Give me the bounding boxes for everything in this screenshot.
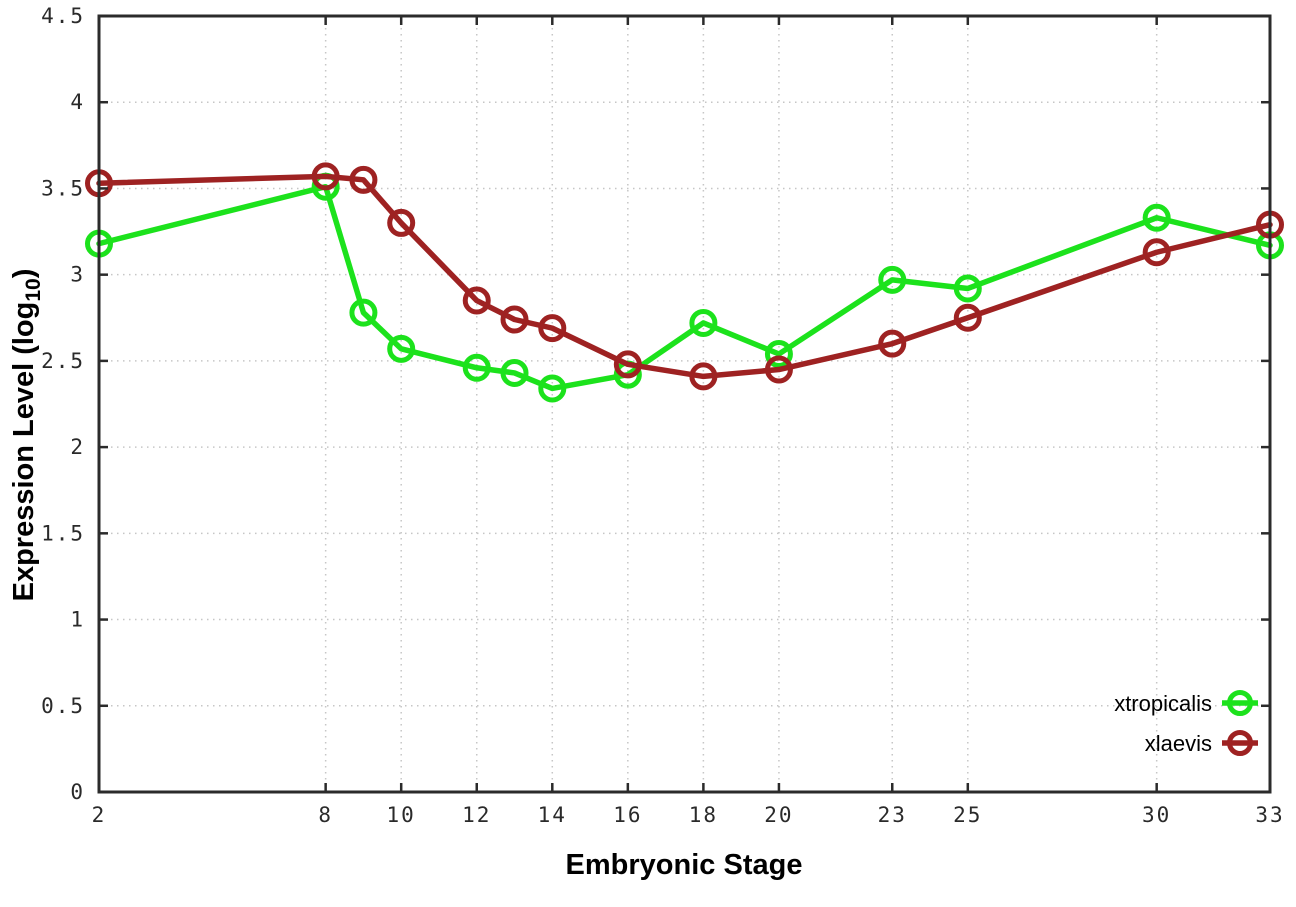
series-xtropicalis-marker: [538, 374, 567, 403]
legend-label-xlaevis: xlaevis: [1145, 731, 1212, 756]
series-xtropicalis-marker: [387, 334, 416, 363]
plot-border: [97, 14, 1272, 794]
x-tick-label: 33: [1255, 803, 1284, 827]
y-tick-label: 2: [70, 435, 85, 459]
series-xlaevis-marker: [878, 329, 907, 358]
y-tick-label: 3.5: [41, 176, 85, 200]
series-xlaevis-marker: [349, 165, 378, 194]
legend-label-xtropicalis: xtropicalis: [1114, 691, 1212, 716]
series-xtropicalis-marker: [953, 274, 982, 303]
y-axis-title: Expression Level (log10): [8, 269, 45, 602]
x-tick-label: 20: [764, 803, 793, 827]
series-xtropicalis-marker: [689, 308, 718, 337]
series-xlaevis-marker: [538, 314, 567, 343]
x-tick-label: 12: [462, 803, 491, 827]
y-tick-label: 0.5: [41, 694, 85, 718]
series-xlaevis-marker: [500, 305, 529, 334]
x-tick-label: 14: [538, 803, 567, 827]
series-xlaevis-marker: [764, 355, 793, 384]
series-xlaevis-marker: [311, 162, 340, 191]
series-xtropicalis-marker: [500, 358, 529, 387]
y-tick-label: 1.5: [41, 521, 85, 545]
series-xtropicalis-marker: [1142, 203, 1171, 232]
y-tick-label: 4: [70, 90, 85, 114]
x-tick-label: 25: [953, 803, 982, 827]
x-tick-label: 18: [689, 803, 718, 827]
y-tick-label: 1: [70, 608, 85, 632]
legend-marker-xtropicalis: [1227, 690, 1253, 716]
series-xtropicalis-marker: [349, 298, 378, 327]
x-tick-label: 30: [1142, 803, 1171, 827]
plot-area: 2 8 10 12 14 16 18 20 23 25 30 33 0 0.5 1 1.5 2 2.5 3 3.5 4 4…: [41, 4, 1284, 827]
series-xlaevis-marker: [387, 208, 416, 237]
series-xlaevis-marker: [1142, 238, 1171, 267]
series-xlaevis-marker: [613, 350, 642, 379]
y-tick-label: 3: [70, 263, 85, 287]
series-xlaevis-marker: [689, 362, 718, 391]
x-axis-title: Embryonic Stage: [566, 849, 803, 881]
y-tick-label: 0: [70, 780, 85, 804]
y-tick-label: 2.5: [41, 349, 85, 373]
x-tick-label: 8: [318, 803, 333, 827]
series-xlaevis-line: [96, 173, 1273, 380]
series-xlaevis-marker: [462, 286, 491, 315]
series-xtropicalis-line: [96, 183, 1273, 392]
y-tick-label: 4.5: [41, 4, 85, 28]
series-xtropicalis-marker: [764, 339, 793, 368]
series-xtropicalis-marker: [462, 353, 491, 382]
legend-marker-xlaevis: [1227, 730, 1253, 756]
x-tick-label: 2: [92, 803, 107, 827]
x-tick-label: 23: [878, 803, 907, 827]
series-xlaevis-marker: [953, 303, 982, 332]
series-xtropicalis-marker: [878, 265, 907, 294]
x-tick-label: 16: [613, 803, 642, 827]
x-tick-label: 10: [387, 803, 416, 827]
